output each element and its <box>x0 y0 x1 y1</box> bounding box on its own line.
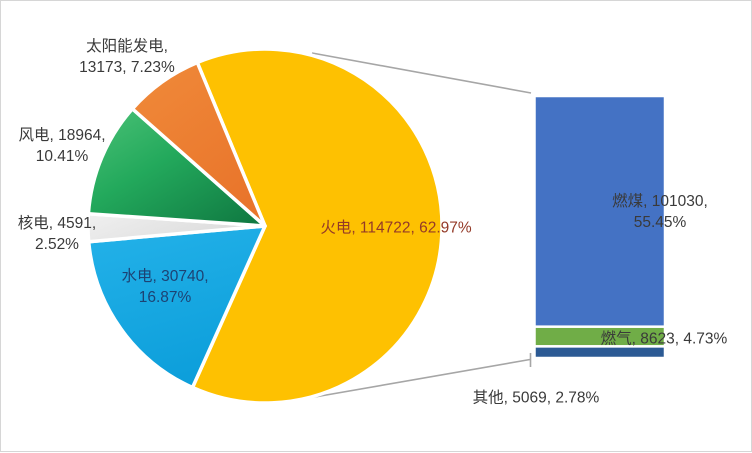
bar-segment-other <box>533 345 667 360</box>
connector-line-top <box>311 52 532 94</box>
label-coal: 燃煤, 101030, 55.45% <box>612 193 708 231</box>
pie-slice-wind <box>86 107 267 228</box>
pie-slice-solar <box>130 60 267 228</box>
pie-slice-fire <box>190 47 444 405</box>
label-gas: 燃气, 8623, 4.73% <box>600 330 728 348</box>
bar-segment-coal <box>533 94 667 328</box>
series-connector-lines <box>308 52 532 399</box>
connector-line-bottom <box>308 358 531 399</box>
label-wind: 风电, 18964, 10.41% <box>18 127 106 165</box>
label-hydro: 水电, 30740, 16.87% <box>121 268 209 306</box>
stacked-bar-group <box>533 94 667 360</box>
pie-group <box>86 47 444 405</box>
label-other: 其他, 5069, 2.78% <box>472 389 600 407</box>
label-nuclear: 核电, 4591, 2.52% <box>17 215 97 253</box>
label-fire: 火电, 114722, 62.97% <box>320 219 472 237</box>
pie-slice-hydro <box>86 224 267 390</box>
label-solar: 太阳能发电, 13173, 7.23% <box>79 38 175 76</box>
